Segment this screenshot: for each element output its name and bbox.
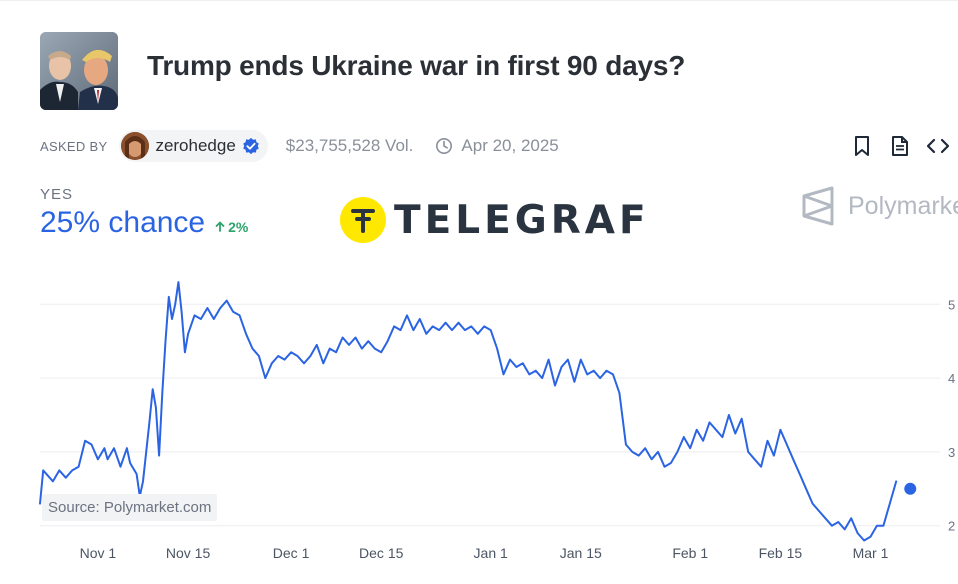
chance-delta-text: 2% <box>228 219 248 235</box>
author-name: zerohedge <box>155 136 235 156</box>
avatar-image <box>121 132 149 160</box>
chance-delta: 2% <box>215 219 248 235</box>
document-icon <box>890 135 910 157</box>
y-tick-label: 2 <box>948 519 955 534</box>
y-tick-label: 3 <box>948 445 955 460</box>
bookmark-icon <box>852 135 872 157</box>
arrow-up-icon <box>215 221 225 232</box>
author-chip[interactable]: zerohedge <box>119 130 267 162</box>
embed-code-icon <box>926 136 950 156</box>
x-tick-label: Nov 15 <box>166 545 211 561</box>
x-tick-label: Mar 1 <box>853 545 889 561</box>
market-actions <box>850 134 958 158</box>
verified-check-icon <box>242 137 260 155</box>
current-value-dot <box>904 483 916 495</box>
author-avatar <box>121 132 149 160</box>
outcome-label: YES <box>40 186 73 203</box>
embed-button[interactable] <box>926 134 950 158</box>
x-axis-ticks: Nov 1 Nov 15 Dec 1 Dec 15 Jan 1 Jan 15 Feb 1 Fe… <box>80 545 889 561</box>
watermark-text: TELEGRAF <box>394 198 650 243</box>
x-tick-label: Jan 1 <box>474 545 508 561</box>
polymarket-logo-icon <box>800 186 836 226</box>
polymarket-brand: Polymarket <box>800 186 958 226</box>
bookmark-button[interactable] <box>850 134 874 158</box>
y-axis-ticks: 5 4 3 2 <box>948 297 955 533</box>
asked-by-label: ASKED BY <box>40 139 107 154</box>
x-tick-label: Feb 1 <box>672 545 708 561</box>
clock-icon <box>435 137 453 155</box>
chart-grid <box>40 304 940 525</box>
x-tick-label: Jan 15 <box>560 545 602 561</box>
y-tick-label: 4 <box>948 371 955 386</box>
chance-display: 25% chance 2% <box>40 206 248 240</box>
volume-text: $23,755,528 Vol. <box>286 136 414 156</box>
price-chart[interactable]: 5 4 3 2 Nov 1 Nov 15 Dec 1 Dec 15 Jan 1 Jan 15 Fe… <box>0 260 958 584</box>
y-tick-label: 5 <box>948 297 955 312</box>
x-tick-label: Feb 15 <box>759 545 803 561</box>
chance-value: 25% chance <box>40 206 205 240</box>
x-tick-label: Dec 1 <box>273 545 310 561</box>
telegraf-watermark: TELEGRAF <box>340 197 650 243</box>
document-button[interactable] <box>888 134 912 158</box>
brand-name: Polymarket <box>848 192 958 221</box>
source-label: Source: Polymarket.com <box>42 494 217 521</box>
market-thumbnail <box>40 32 118 110</box>
market-title: Trump ends Ukraine war in first 90 days? <box>147 50 685 82</box>
end-date-text: Apr 20, 2025 <box>461 136 558 156</box>
end-date: Apr 20, 2025 <box>435 136 558 156</box>
market-meta-row: ASKED BY zerohedge $23,755,528 Vol. Apr … <box>40 130 559 162</box>
market-image <box>40 32 118 110</box>
top-divider <box>0 0 958 1</box>
telegraf-logo-icon <box>340 197 386 243</box>
x-tick-label: Nov 1 <box>80 545 117 561</box>
x-tick-label: Dec 15 <box>359 545 404 561</box>
